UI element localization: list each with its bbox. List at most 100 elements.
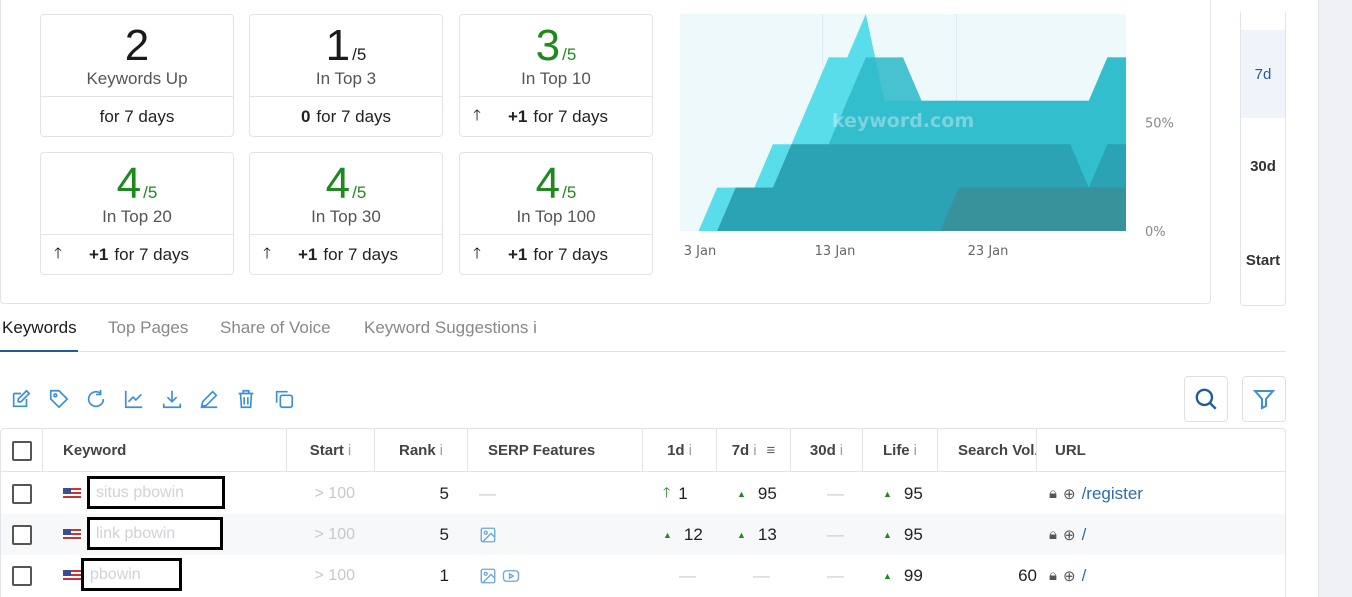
trend-chart-icon[interactable] bbox=[121, 386, 147, 412]
filter-button[interactable] bbox=[1242, 376, 1286, 422]
col-rank[interactable]: Rank i bbox=[375, 429, 468, 472]
arrow-up-icon: 🡑 bbox=[54, 244, 62, 262]
card-value: 4 bbox=[325, 159, 351, 208]
change-life-cell: ▲ 95 bbox=[883, 483, 923, 503]
serp-cell bbox=[479, 514, 497, 555]
row-checkbox-cell bbox=[1, 514, 43, 555]
trash-icon[interactable] bbox=[233, 386, 259, 412]
url-cell: 🔒︎ ⊕ / bbox=[1049, 555, 1086, 596]
search-icon bbox=[1195, 388, 1217, 410]
card-label: In Top 10 bbox=[521, 69, 591, 88]
change-30d-cell: — bbox=[827, 524, 844, 544]
row-checkbox[interactable] bbox=[12, 524, 32, 545]
chart-x-tick-label: 23 Jan bbox=[968, 244, 1009, 259]
url-link[interactable]: / bbox=[1081, 565, 1087, 585]
card-footer: for 7 days bbox=[41, 96, 233, 137]
period-30d[interactable]: 30d bbox=[1250, 157, 1276, 175]
change-1d-cell: ▲ 12 bbox=[663, 524, 703, 544]
card-label: In Top 100 bbox=[516, 207, 596, 226]
download-icon[interactable] bbox=[159, 386, 185, 412]
arrow-up-icon: 🡑 bbox=[473, 106, 481, 124]
change-life-cell: ▲ 95 bbox=[883, 524, 923, 544]
card-label: Keywords Up bbox=[86, 69, 188, 88]
card-footer: 🡑 +1 for 7 days bbox=[460, 96, 652, 137]
card-of: /5 bbox=[562, 45, 577, 64]
chart-y-tick-label: 50% bbox=[1145, 117, 1174, 132]
change-7d-cell: ▲ 13 bbox=[737, 524, 777, 544]
col-serp-features[interactable]: SERP Features bbox=[468, 429, 643, 472]
arrow-up-icon: 🡑 bbox=[473, 244, 481, 262]
info-icon: i bbox=[533, 318, 537, 337]
tab-keywords[interactable]: Keywords bbox=[2, 318, 77, 337]
tab-share-of-voice[interactable]: Share of Voice bbox=[220, 318, 331, 337]
keyword-text: situs pbowin bbox=[96, 483, 185, 501]
lock-icon[interactable]: 🔒︎ bbox=[1049, 485, 1057, 502]
info-icon: i bbox=[688, 442, 692, 459]
tag-icon[interactable] bbox=[46, 386, 72, 412]
card-footer: 🡑 +1 for 7 days bbox=[250, 234, 442, 275]
url-link[interactable]: /register bbox=[1081, 483, 1143, 503]
lock-icon[interactable]: 🔒︎ bbox=[1049, 567, 1057, 584]
period-7d[interactable]: 7d bbox=[1241, 30, 1285, 118]
active-tab-indicator bbox=[0, 350, 78, 352]
card-top10: 3/5 In Top 10 🡑 +1 for 7 days bbox=[459, 14, 653, 137]
row-checkbox-cell bbox=[1, 555, 43, 596]
card-of: /5 bbox=[143, 183, 158, 202]
change-1d-cell: — bbox=[679, 565, 696, 585]
crosshair-icon[interactable]: ⊕ bbox=[1062, 526, 1076, 544]
keyword-cell[interactable]: link pbowin bbox=[87, 517, 223, 550]
lock-icon[interactable]: 🔒︎ bbox=[1049, 526, 1057, 543]
change-30d-cell: — bbox=[827, 565, 844, 585]
row-checkbox[interactable] bbox=[12, 565, 32, 586]
col-start[interactable]: Start i bbox=[287, 429, 375, 472]
info-icon: i bbox=[913, 442, 917, 459]
card-label: In Top 30 bbox=[311, 207, 381, 226]
sort-icon[interactable]: ≡ bbox=[766, 442, 776, 459]
search-button[interactable] bbox=[1184, 376, 1228, 422]
filter-icon bbox=[1252, 390, 1276, 410]
info-icon: i bbox=[347, 442, 352, 459]
keywords-table: Keyword Start i Rank i SERP Features 1d i 7… bbox=[0, 428, 1286, 597]
col-life[interactable]: Life i bbox=[863, 429, 938, 472]
col-search-volume[interactable]: Search Vol. bbox=[938, 429, 1037, 472]
url-cell: 🔒︎ ⊕ /register bbox=[1049, 473, 1143, 514]
refresh-icon[interactable] bbox=[83, 386, 109, 412]
change-7d-cell: — bbox=[753, 565, 770, 585]
crosshair-icon[interactable]: ⊕ bbox=[1062, 567, 1076, 585]
keyword-cell[interactable]: pbowin bbox=[81, 558, 182, 591]
card-value: 3 bbox=[535, 21, 561, 70]
keyword-cell[interactable]: situs pbowin bbox=[87, 476, 225, 509]
tab-top-pages[interactable]: Top Pages bbox=[108, 318, 189, 337]
serp-cell bbox=[479, 555, 521, 596]
row-checkbox[interactable] bbox=[12, 483, 32, 504]
url-cell: 🔒︎ ⊕ / bbox=[1049, 514, 1086, 555]
period-start[interactable]: Start bbox=[1245, 251, 1281, 269]
url-link[interactable]: / bbox=[1081, 524, 1087, 544]
col-30d[interactable]: 30d i bbox=[791, 429, 863, 472]
tab-keyword-suggestions[interactable]: Keyword Suggestions i bbox=[364, 318, 537, 337]
col-keyword[interactable]: Keyword bbox=[43, 429, 287, 472]
chart-y-tick-label: 0% bbox=[1145, 225, 1166, 240]
pencil-icon[interactable] bbox=[196, 386, 222, 412]
card-value: 1 bbox=[325, 21, 351, 70]
card-value: 2 bbox=[124, 21, 150, 70]
crosshair-icon[interactable]: ⊕ bbox=[1062, 485, 1076, 503]
edit-note-icon[interactable] bbox=[8, 386, 34, 412]
col-1d[interactable]: 1d i bbox=[643, 429, 717, 472]
tabs-bar: Keywords Top Pages Share of Voice Keywor… bbox=[0, 312, 1286, 352]
col-url[interactable]: URL bbox=[1055, 442, 1086, 459]
volume-cell bbox=[938, 473, 1037, 514]
card-top20: 4/5 In Top 20 🡑 +1 for 7 days bbox=[40, 152, 234, 275]
volume-cell: 60 bbox=[1018, 565, 1037, 585]
arrow-up-icon: 🡑 bbox=[263, 244, 271, 262]
table-row: pbowin > 100 1 — — — ▲ 99 60 🔒︎ ⊕ / bbox=[1, 555, 1285, 596]
start-cell: > 100 bbox=[314, 525, 355, 543]
select-all-checkbox[interactable] bbox=[11, 440, 32, 461]
card-label: In Top 3 bbox=[315, 69, 377, 88]
copy-icon[interactable] bbox=[271, 386, 297, 412]
card-of: /5 bbox=[352, 183, 367, 202]
video-feature-icon bbox=[502, 569, 520, 582]
chart-watermark: keyword.com bbox=[832, 110, 974, 132]
col-7d[interactable]: 7d i ≡ bbox=[717, 429, 791, 472]
overview-panel bbox=[0, 0, 1211, 304]
